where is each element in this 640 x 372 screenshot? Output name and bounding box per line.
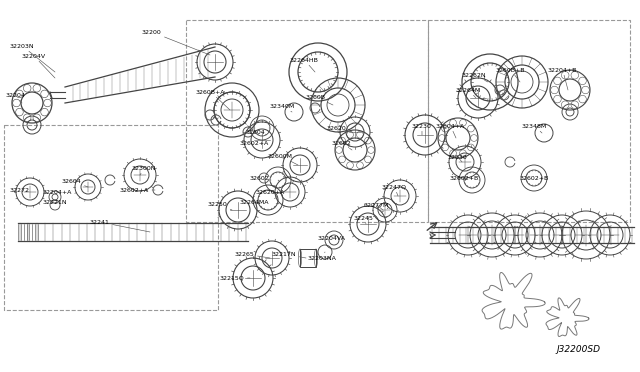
Text: 32204+A: 32204+A bbox=[43, 189, 72, 195]
Text: 32204: 32204 bbox=[6, 93, 26, 103]
Text: 32204+B: 32204+B bbox=[548, 67, 577, 90]
Text: 32203NA: 32203NA bbox=[308, 252, 337, 260]
Text: 3260B+B: 3260B+B bbox=[496, 67, 525, 82]
Text: 32630: 32630 bbox=[448, 154, 468, 162]
Text: 32241: 32241 bbox=[90, 219, 150, 232]
Text: 32247Q: 32247Q bbox=[382, 185, 407, 196]
Text: 32277M: 32277M bbox=[364, 202, 389, 210]
Text: 32602+B: 32602+B bbox=[520, 176, 549, 180]
Text: 32200: 32200 bbox=[142, 29, 210, 55]
Text: J32200SD: J32200SD bbox=[556, 346, 600, 355]
Text: 32245: 32245 bbox=[354, 215, 374, 224]
Text: 32204VA: 32204VA bbox=[318, 235, 346, 241]
Text: 32264HB: 32264HB bbox=[290, 58, 319, 72]
Text: 32265: 32265 bbox=[235, 251, 270, 258]
Text: 32602: 32602 bbox=[332, 141, 352, 150]
Text: 3260B: 3260B bbox=[306, 94, 333, 105]
Text: 32272: 32272 bbox=[10, 187, 30, 192]
Text: 32262N: 32262N bbox=[462, 73, 488, 82]
Text: 32215Q: 32215Q bbox=[220, 276, 250, 280]
Text: 32203N: 32203N bbox=[10, 44, 55, 72]
Text: 32604: 32604 bbox=[62, 179, 88, 187]
Text: 32300N: 32300N bbox=[132, 166, 157, 175]
Text: 32348M: 32348M bbox=[522, 124, 547, 133]
Text: 32602+A: 32602+A bbox=[240, 141, 269, 145]
Text: 32604+A: 32604+A bbox=[436, 124, 465, 138]
Text: 32204V: 32204V bbox=[22, 54, 55, 78]
Text: 3260B+A: 3260B+A bbox=[196, 90, 230, 110]
Text: 32250: 32250 bbox=[208, 202, 232, 210]
Text: 32264M: 32264M bbox=[456, 87, 481, 98]
Text: 32217N: 32217N bbox=[272, 251, 306, 258]
Text: 32264MA: 32264MA bbox=[240, 199, 269, 205]
Text: 32602+B: 32602+B bbox=[450, 176, 479, 180]
Text: 32600M: 32600M bbox=[268, 154, 298, 165]
Text: 32604: 32604 bbox=[246, 129, 266, 135]
Text: 32620+A: 32620+A bbox=[256, 189, 285, 195]
Text: 32221N: 32221N bbox=[43, 199, 68, 205]
Text: 32602+A: 32602+A bbox=[120, 187, 155, 192]
Text: 32230: 32230 bbox=[412, 124, 432, 135]
Text: 32340M: 32340M bbox=[270, 103, 295, 112]
Text: 32602: 32602 bbox=[250, 176, 269, 180]
Bar bbox=[300, 249, 316, 267]
Text: 32620: 32620 bbox=[327, 125, 352, 132]
